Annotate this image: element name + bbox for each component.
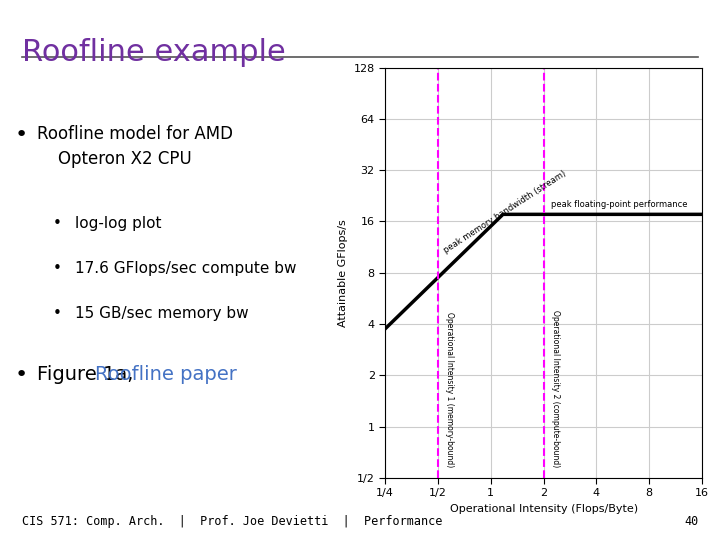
Text: •: • [53,306,61,321]
Text: Roofline model for AMD
    Opteron X2 CPU: Roofline model for AMD Opteron X2 CPU [37,125,233,168]
Text: peak floating-point performance: peak floating-point performance [551,200,688,210]
Text: •: • [15,125,28,145]
Text: CIS 571: Comp. Arch.  |  Prof. Joe Devietti  |  Performance: CIS 571: Comp. Arch. | Prof. Joe Deviett… [22,515,442,528]
Text: 15 GB/sec memory bw: 15 GB/sec memory bw [75,306,248,321]
Y-axis label: Attainable GFlops/s: Attainable GFlops/s [338,219,348,327]
Text: Roofline paper: Roofline paper [96,365,238,384]
Text: •: • [15,365,28,385]
Text: Roofline example: Roofline example [22,38,285,67]
X-axis label: Operational Intensity (Flops/Byte): Operational Intensity (Flops/Byte) [449,504,638,514]
Text: Figure 1a,: Figure 1a, [37,365,140,384]
Text: log-log plot: log-log plot [75,215,161,231]
Text: Operational Intensity 2 (compute-bound): Operational Intensity 2 (compute-bound) [551,309,560,467]
Text: •: • [53,261,61,276]
Text: 17.6 GFlops/sec compute bw: 17.6 GFlops/sec compute bw [75,261,297,276]
Text: peak memory bandwidth (stream): peak memory bandwidth (stream) [441,169,567,255]
Text: Operational Intensity 1 (memory-bound): Operational Intensity 1 (memory-bound) [445,312,454,467]
Text: 40: 40 [684,515,698,528]
Text: •: • [53,215,61,231]
